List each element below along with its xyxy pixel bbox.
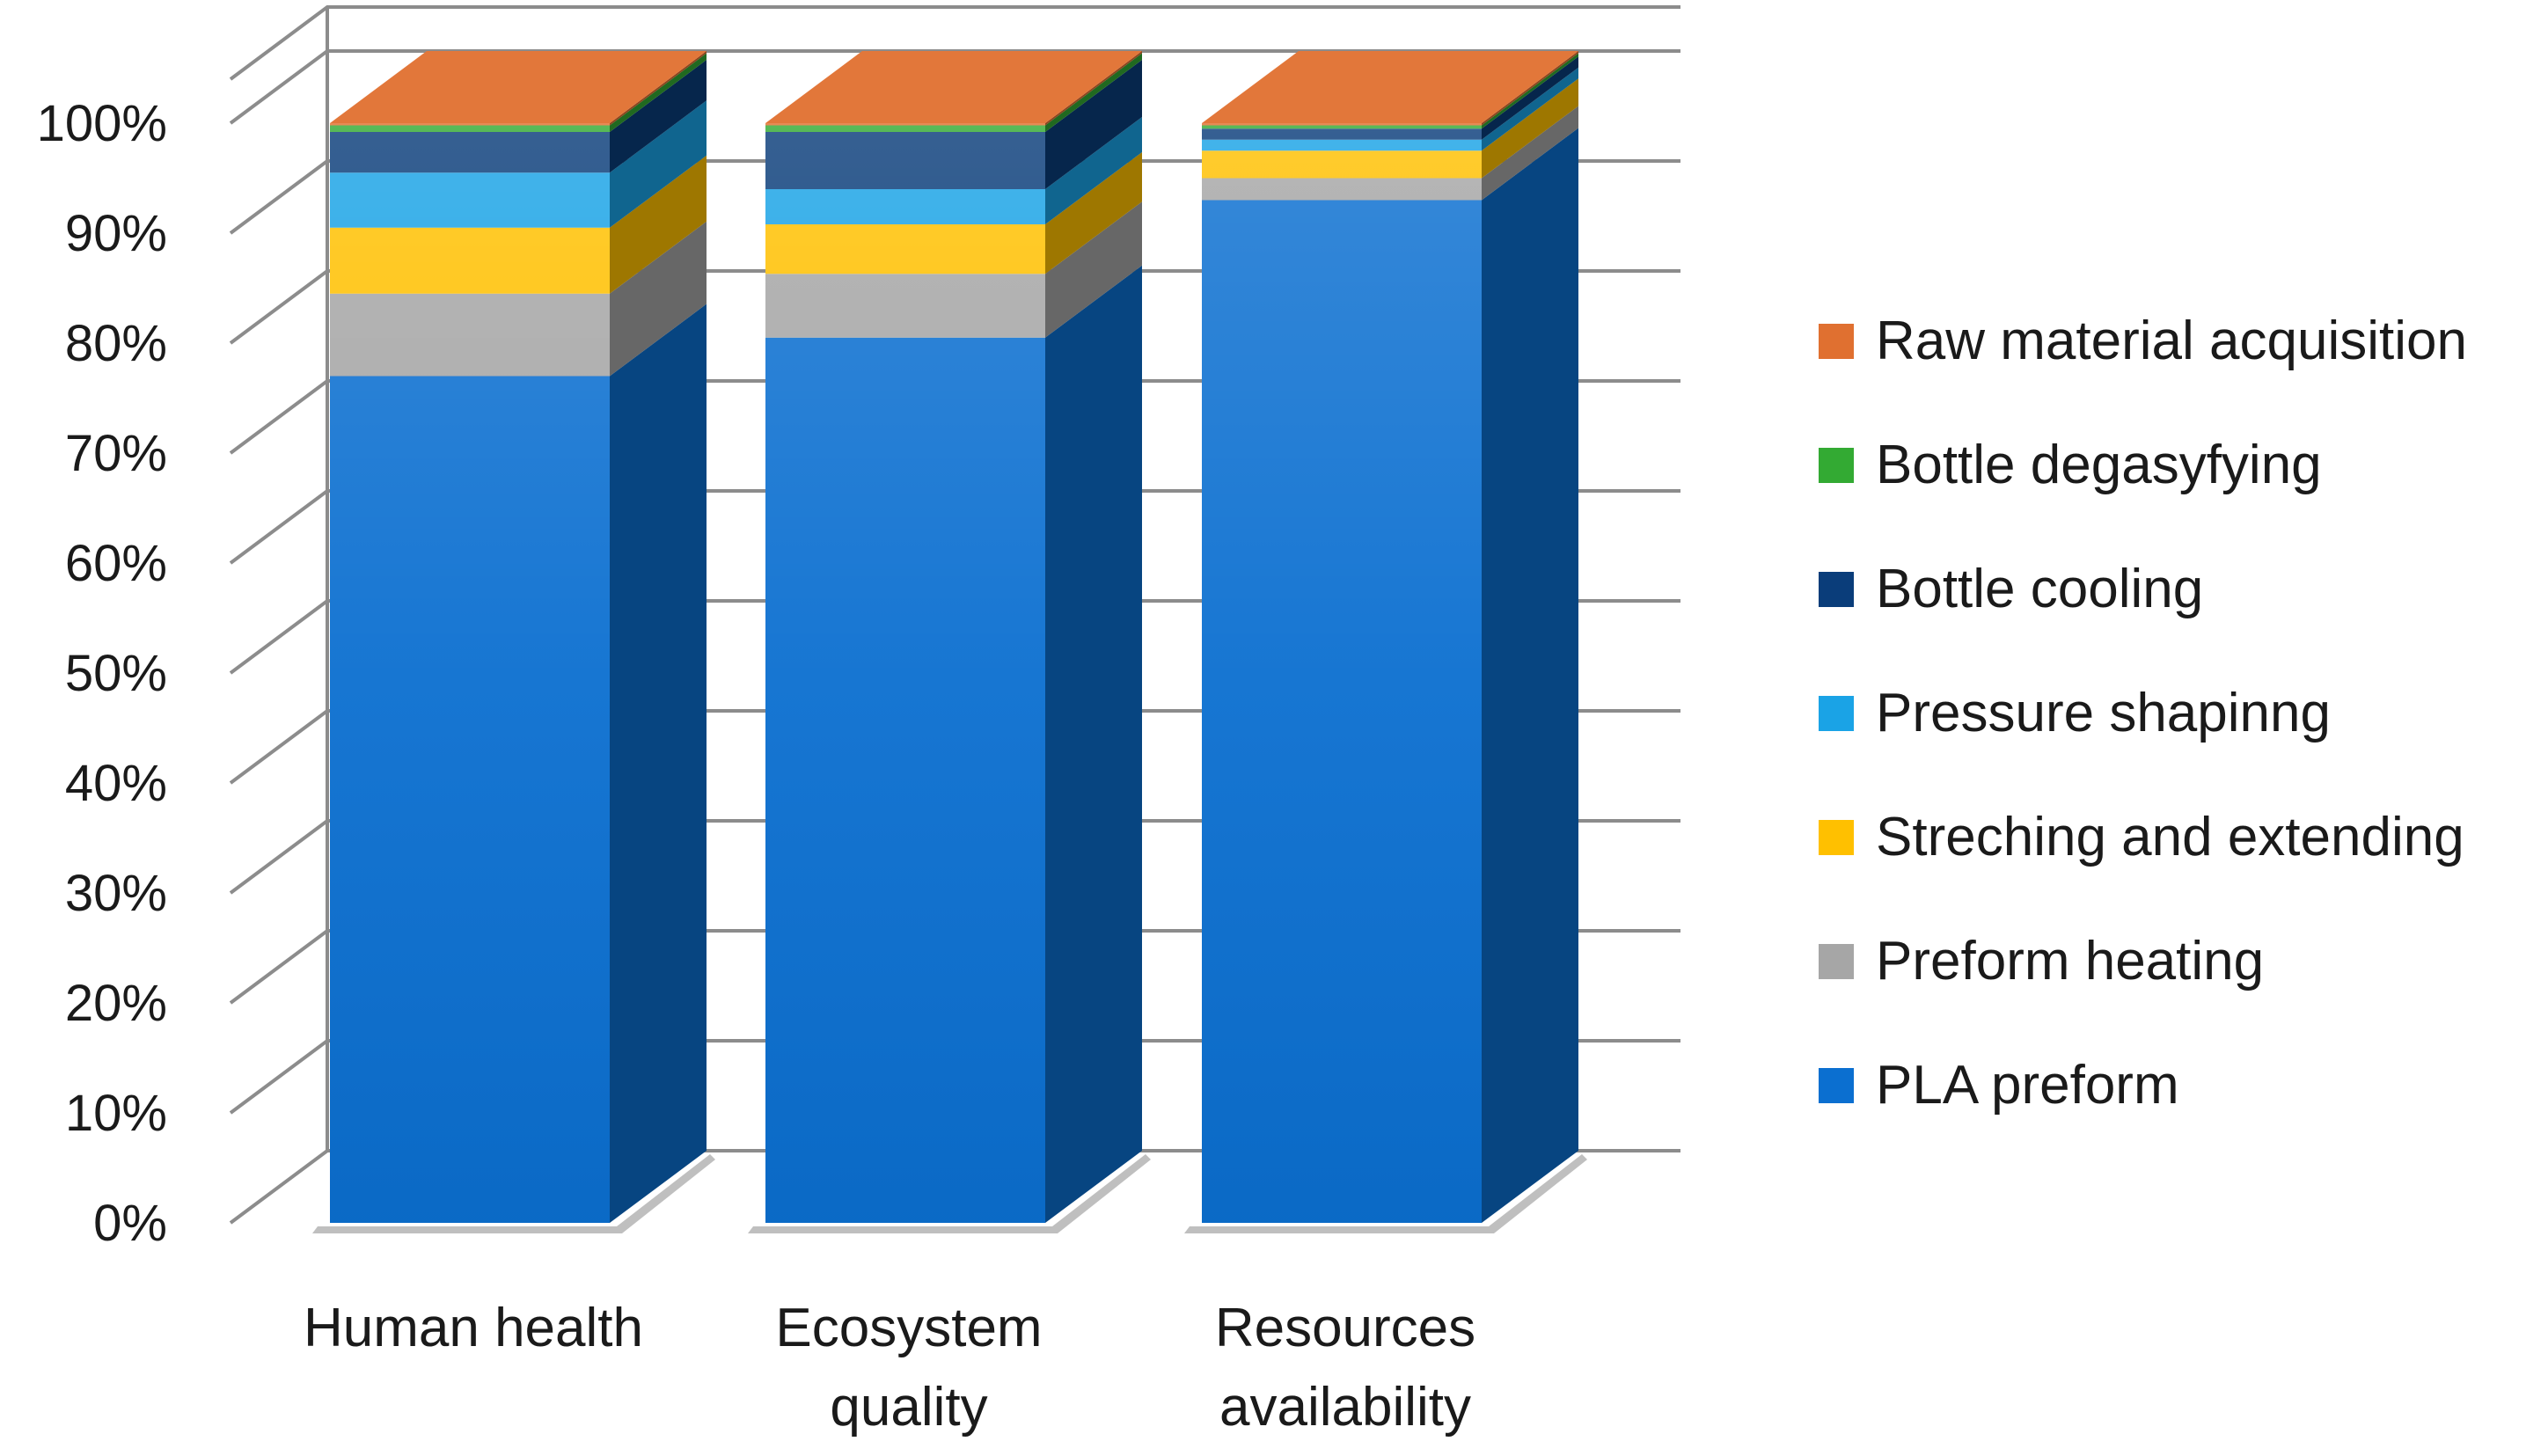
legend-item-preform-heating: Preform heating — [1819, 931, 2264, 991]
legend-label: Preform heating — [1876, 931, 2264, 991]
bar-segment-human-health-bottle-degasyfying-side — [610, 53, 707, 132]
bar-segment-resources-availability-preform-heating-side — [1482, 106, 1578, 201]
legend-item-bottle-degasyfying: Bottle degasyfying — [1819, 435, 2322, 495]
bar-segment-human-health-raw-material-acquisition-side — [610, 51, 707, 126]
legend-swatch — [1819, 324, 1854, 359]
bar-segment-ecosystem-quality-raw-material-acquisition-top — [765, 51, 1142, 123]
bar-segment-resources-availability-bottle-cooling-side — [1482, 56, 1578, 140]
y-tick-label: 70% — [65, 425, 167, 482]
bar-segment-human-health-raw-material-acquisition-top — [330, 51, 707, 123]
legend-label: Raw material acquisition — [1876, 311, 2467, 371]
legend-item-pressure-shapinng: Pressure shapinng — [1819, 683, 2331, 743]
legend-swatch — [1819, 448, 1854, 483]
bar-segment-resources-availability-bottle-degasyfying-side — [1482, 53, 1578, 129]
bars — [312, 51, 1587, 1233]
y-tick-label: 10% — [65, 1085, 167, 1142]
legend-item-raw-material-acquisition: Raw material acquisition — [1819, 311, 2467, 371]
bar-segment-human-health-bottle-cooling-side — [610, 60, 707, 173]
legend-swatch — [1819, 696, 1854, 731]
x-tick-label: Human health — [304, 1298, 643, 1358]
bar-human-health — [312, 51, 715, 1233]
bar-highlight — [1202, 123, 1482, 1223]
legend: Raw material acquisition Bottle degasyfyi… — [1819, 311, 2467, 1116]
bar-ecosystem-quality — [748, 51, 1151, 1233]
bar-segment-resources-availability-streching-and-extending-side — [1482, 78, 1578, 179]
x-tick-label: Resources — [1215, 1298, 1475, 1358]
y-tick-label: 90% — [65, 205, 167, 262]
y-tick-label: 40% — [65, 755, 167, 812]
legend-label: Bottle cooling — [1876, 559, 2203, 619]
x-tick-label: Ecosystem — [775, 1298, 1042, 1358]
legend-label: PLA preform — [1876, 1055, 2179, 1116]
bar-segment-ecosystem-quality-pla-preform-side — [1045, 265, 1142, 1223]
legend-label: Bottle degasyfying — [1876, 435, 2322, 495]
bar-segment-human-health-preform-heating-side — [610, 221, 707, 377]
bar-segment-resources-availability-raw-material-acquisition-side — [1482, 51, 1578, 126]
x-tick-label: availability — [1219, 1377, 1471, 1438]
legend-swatch — [1819, 572, 1854, 607]
x-tick-label: quality — [830, 1377, 987, 1438]
legend-swatch — [1819, 820, 1854, 855]
bar-segment-ecosystem-quality-streching-and-extending-side — [1045, 152, 1142, 274]
gridline — [229, 49, 1680, 125]
bar-segment-ecosystem-quality-raw-material-acquisition-side — [1045, 51, 1142, 126]
y-axis-ticks: 0% 10% 20% 30% 40% 50% 60% 70% 80% 90% 100% — [37, 95, 167, 1252]
bar-segment-resources-availability-pla-preform-side — [1482, 128, 1578, 1223]
bar-resources-availability — [1184, 51, 1587, 1233]
legend-label: Pressure shapinng — [1876, 683, 2331, 743]
y-tick-label: 50% — [65, 645, 167, 702]
y-tick-label: 30% — [65, 865, 167, 922]
y-tick-label: 0% — [93, 1195, 167, 1252]
x-axis-labels: Human health Ecosystem quality Resources ava… — [304, 1298, 1475, 1438]
bar-highlight — [765, 123, 1045, 1223]
legend-item-streching-and-extending: Streching and extending — [1819, 807, 2464, 867]
y-tick-label: 20% — [65, 975, 167, 1032]
gridline-top — [229, 5, 1680, 81]
bar-highlight — [330, 123, 610, 1223]
bar-segment-ecosystem-quality-pressure-shapinng-side — [1045, 117, 1142, 224]
y-tick-label: 60% — [65, 535, 167, 592]
legend-item-pla-preform: PLA preform — [1819, 1055, 2179, 1116]
legend-swatch — [1819, 1068, 1854, 1103]
bar-segment-resources-availability-pressure-shapinng-side — [1482, 67, 1578, 151]
legend-item-bottle-cooling: Bottle cooling — [1819, 559, 2203, 619]
bar-segment-human-health-streching-and-extending-side — [610, 155, 707, 294]
bar-segment-ecosystem-quality-preform-heating-side — [1045, 201, 1142, 338]
legend-swatch — [1819, 944, 1854, 979]
bar-segment-human-health-pressure-shapinng-side — [610, 100, 707, 228]
bar-segment-ecosystem-quality-bottle-cooling-side — [1045, 60, 1142, 189]
legend-label: Streching and extending — [1876, 807, 2464, 867]
bar-segment-resources-availability-raw-material-acquisition-top — [1202, 51, 1578, 123]
y-tick-label: 80% — [65, 315, 167, 372]
bar-segment-human-health-pla-preform-side — [610, 304, 707, 1223]
y-tick-label: 100% — [37, 95, 167, 152]
bar-segment-ecosystem-quality-bottle-degasyfying-side — [1045, 53, 1142, 132]
